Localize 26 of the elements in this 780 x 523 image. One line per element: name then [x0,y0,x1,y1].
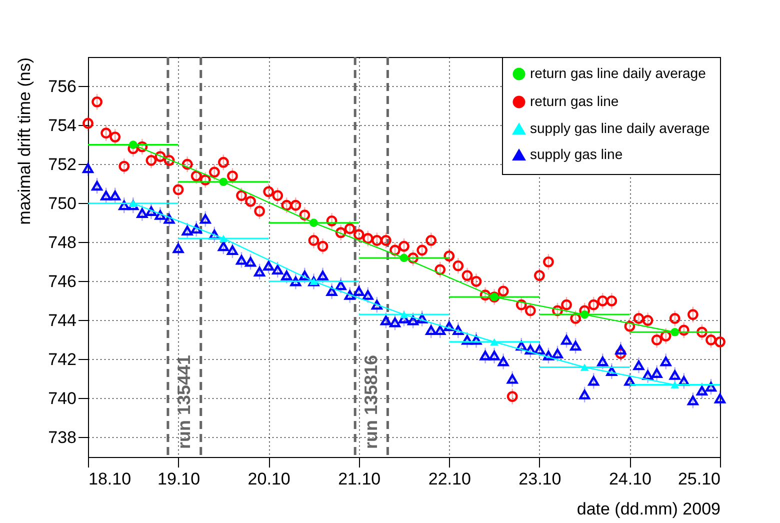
x-tick-label: 19.10 [158,470,200,488]
x-tick-label: 20.10 [248,470,290,488]
y-tick-label: 742 [48,350,76,369]
ref-line-label: run 135441 [174,354,194,449]
legend-label: supply gas line [530,146,623,162]
y-tick-label: 752 [48,154,76,174]
y-tick-label: 738 [48,428,76,447]
x-tick-label: 24.10 [608,470,652,488]
legend-label: return gas line [530,93,619,109]
ref-line-label: run 135816 [361,354,382,449]
x-tick-label: 23.10 [518,470,562,488]
y-tick-label: 740 [48,388,76,408]
y-axis-title: maximal drift time (ns) [15,58,34,225]
y-tick-label: 746 [48,272,76,291]
x-tick-label: 22.10 [428,470,471,488]
x-axis-title: date (dd.mm) 2009 [576,500,720,518]
y-tick-label: 754 [48,116,76,135]
x-tick-label: 18.10 [88,470,132,488]
y-tick-label: 744 [48,310,76,330]
x-tick-label: 25.10 [678,470,720,488]
y-tick-label: 750 [48,194,76,213]
y-tick-label: 756 [48,76,76,96]
legend-label: return gas line daily average [530,65,706,81]
y-tick-label: 748 [48,232,76,252]
legend-label: supply gas line daily average [530,120,710,136]
x-tick-label: 21.10 [338,470,381,488]
